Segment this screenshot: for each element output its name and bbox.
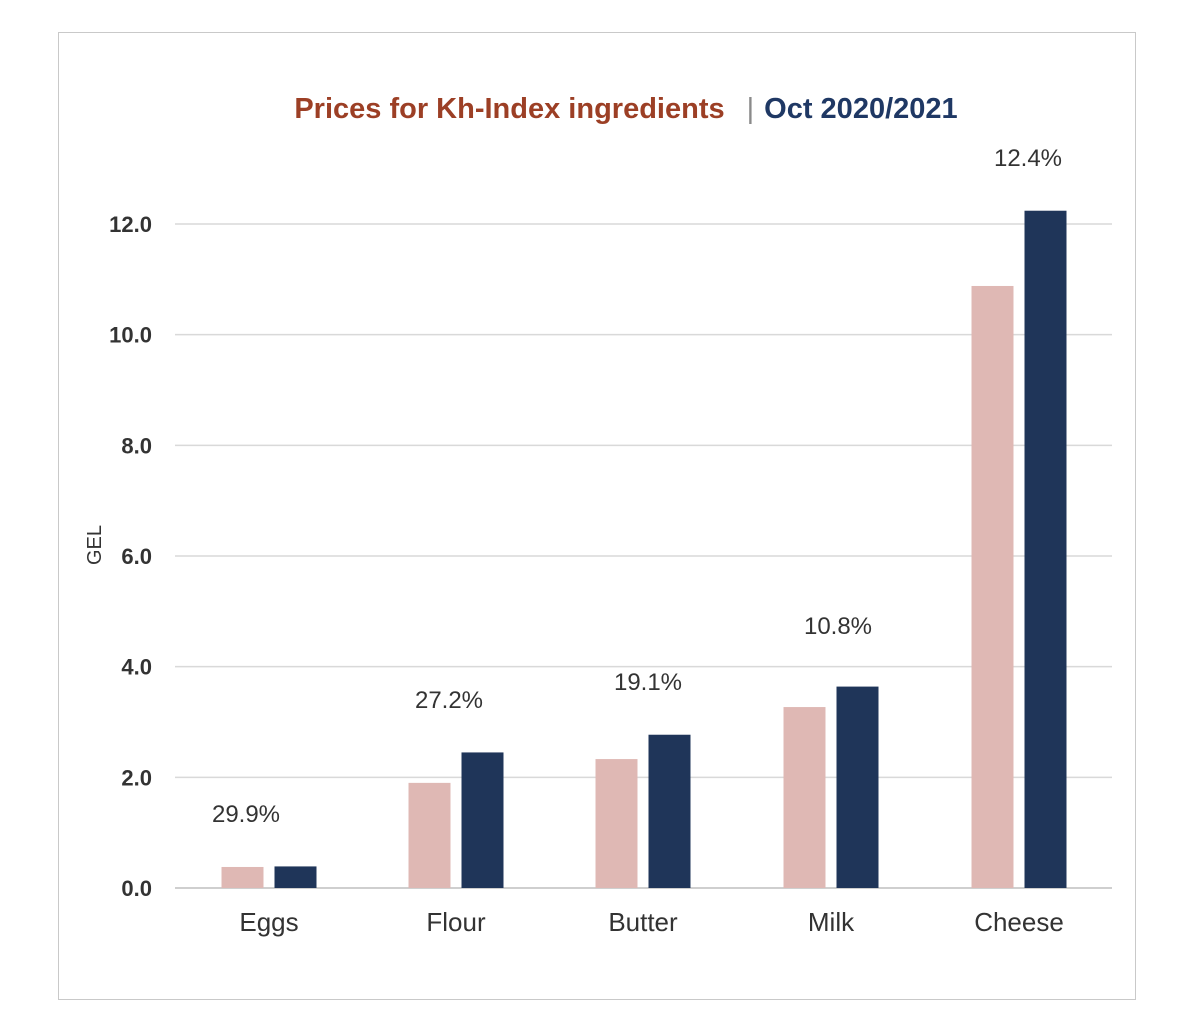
data-label-flour: 27.2% [415, 687, 483, 714]
x-tick-label: Eggs [239, 907, 298, 937]
x-tick-label: Milk [808, 907, 855, 937]
y-tick-label: 10.0 [109, 323, 152, 348]
y-axis-label: GEL [84, 525, 106, 565]
data-label-cheese: 12.4% [994, 145, 1062, 172]
x-tick-label: Cheese [974, 907, 1064, 937]
x-tick-label: Flour [426, 907, 486, 937]
chart-title: Prices for Kh-Index ingredients | Oct 20… [294, 93, 957, 125]
bar-cheese-series-1 [971, 285, 1014, 888]
x-tick-label: Butter [608, 907, 678, 937]
bar-eggs-series-1 [221, 866, 264, 888]
y-tick-label: 6.0 [121, 544, 152, 569]
axis-ticks: 0.0 2.0 4.0 6.0 8.0 10.0 12.0 Eggs Flour Butter Mi… [109, 212, 1064, 937]
bar-cheese-series-2 [1024, 210, 1067, 889]
bar-milk-series-1 [783, 707, 826, 888]
data-label-eggs: 29.9% [212, 801, 280, 828]
y-tick-label: 8.0 [121, 433, 152, 458]
y-tick-label: 12.0 [109, 212, 152, 237]
y-tick-label: 2.0 [121, 765, 152, 790]
bars [221, 210, 1067, 889]
bar-butter-series-1 [595, 759, 638, 888]
data-label-milk: 10.8% [804, 613, 872, 640]
bar-flour-series-2 [461, 752, 504, 888]
y-tick-label: 4.0 [121, 655, 152, 680]
bar-butter-series-2 [648, 734, 691, 888]
bar-milk-series-2 [836, 686, 879, 888]
bar-eggs-series-2 [274, 866, 317, 888]
gridlines [175, 223, 1112, 889]
chart-title-main: Prices for Kh-Index ingredients [294, 93, 724, 125]
bar-flour-series-1 [408, 782, 451, 888]
data-label-butter: 19.1% [614, 669, 682, 696]
chart-subtitle: Oct 2020/2021 [764, 93, 957, 125]
data-labels: 29.9% 27.2% 19.1% 10.8% 12.4% [212, 145, 1062, 828]
chart-title-separator: | [747, 93, 755, 125]
y-tick-label: 0.0 [121, 876, 152, 901]
